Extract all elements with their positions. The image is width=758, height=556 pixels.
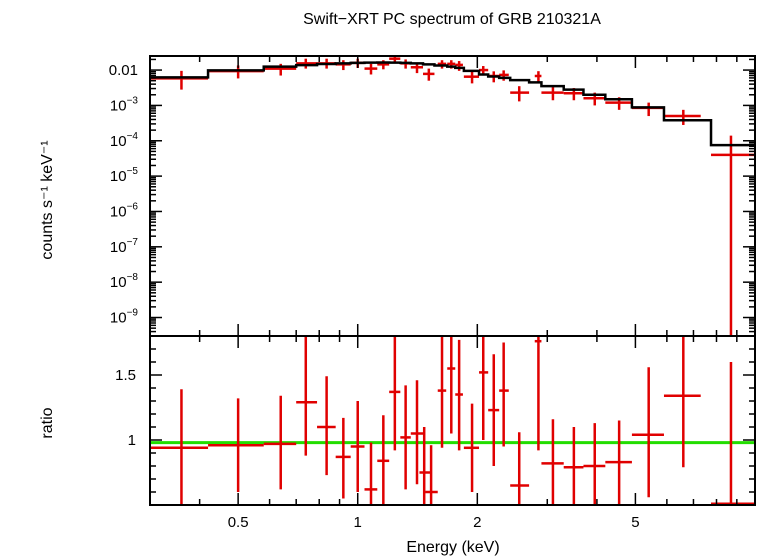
ratio-data-point	[425, 445, 438, 505]
ratio-data-point	[208, 398, 264, 492]
spectrum-data-point	[631, 102, 664, 117]
ratio-data-point	[488, 354, 500, 466]
spectrum-data-point	[455, 61, 463, 71]
ratio-data-point	[263, 395, 297, 490]
spectrum-data-point	[335, 60, 351, 71]
spectrum-data-point	[208, 65, 264, 79]
ratio-data-point	[663, 336, 701, 468]
top-y-tick-label: 10−8	[110, 272, 139, 291]
top-y-tick-label: 10−3	[110, 95, 139, 114]
ratio-data-point	[400, 385, 411, 490]
ratio-data-point	[499, 342, 509, 447]
top-y-tick-label: 10−4	[110, 131, 139, 150]
model-histogram	[150, 61, 755, 147]
spectrum-data-point	[534, 71, 542, 83]
spectrum-data-point	[510, 86, 530, 102]
bottom-y-tick-label: 1.5	[115, 367, 136, 384]
spectrum-data-point	[423, 68, 435, 81]
bottom-panel-frame	[149, 335, 756, 506]
ratio-data-point	[377, 415, 390, 505]
ratio-data-point	[455, 339, 463, 451]
spectrum-data-point	[541, 87, 564, 101]
ratio-data-point	[463, 403, 480, 492]
ratio-data-point	[479, 336, 489, 440]
ratio-data-point	[364, 442, 378, 505]
ratio-data-point	[447, 336, 456, 434]
x-tick-label: 5	[631, 514, 639, 531]
ratio-data-point	[296, 336, 318, 456]
top-y-tick-label: 10−7	[110, 237, 139, 256]
x-tick-label: 0.5	[228, 514, 249, 531]
x-axis-title: Energy (keV)	[406, 539, 499, 556]
ratio-data-point	[541, 419, 564, 505]
top-y-tick-label: 10−9	[110, 308, 139, 327]
ratio-data-point	[631, 367, 664, 498]
x-tick-label: 1	[354, 514, 362, 531]
ratio-data-point	[583, 423, 606, 505]
spectrum-data-point	[711, 135, 755, 336]
bottom-y-axis-title: ratio	[39, 407, 56, 438]
ratio-data-point	[605, 420, 632, 505]
top-panel-frame	[149, 55, 756, 337]
ratio-data-point	[410, 380, 424, 485]
top-y-axis-title: counts s⁻¹ keV⁻¹	[39, 140, 56, 259]
spectrum-data-point	[296, 58, 318, 69]
x-tick-label: 2	[473, 514, 481, 531]
top-y-tick-label: 10−5	[110, 166, 139, 185]
ratio-data-point	[711, 362, 755, 505]
spectrum-data-point	[364, 63, 378, 75]
ratio-data-point	[335, 417, 351, 499]
spectrum-data-point	[150, 70, 209, 90]
ratio-data-point	[419, 427, 430, 505]
bottom-y-tick-label: 1	[128, 432, 136, 449]
ratio-data-point	[563, 427, 584, 505]
ratio-data-point	[437, 336, 447, 448]
ratio-data-point	[534, 336, 542, 451]
ratio-data-point	[389, 336, 401, 451]
ratio-data-point	[317, 376, 336, 476]
ratio-data-point	[150, 389, 209, 505]
chart-title: Swift−XRT PC spectrum of GRB 210321A	[303, 11, 601, 28]
top-y-tick-label: 10−6	[110, 201, 139, 220]
spectrum-data-point	[463, 71, 480, 84]
top-y-tick-label: 0.01	[109, 62, 138, 79]
ratio-data-point	[350, 401, 365, 492]
spectrum-data-point	[663, 109, 701, 125]
ratio-data-point	[510, 432, 530, 505]
